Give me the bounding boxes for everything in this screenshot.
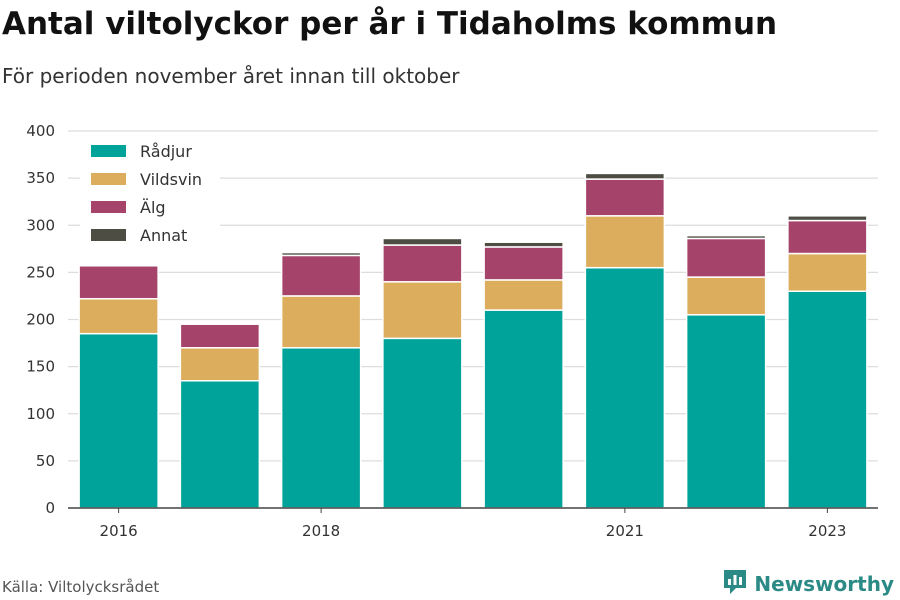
bar-segment [787, 219, 868, 255]
bar-segment [78, 298, 159, 335]
x-tick-label: 2018 [302, 522, 340, 540]
bar-segment [382, 237, 463, 246]
y-tick-label: 100 [26, 405, 55, 423]
legend-swatch [91, 201, 126, 213]
bar-segment [685, 234, 767, 240]
bar-segment [685, 237, 767, 278]
y-tick-label: 50 [36, 452, 55, 470]
y-tick-label: 150 [26, 358, 55, 376]
bar-segment [78, 332, 159, 509]
bar-segment [382, 244, 463, 283]
y-tick-label: 400 [26, 122, 55, 140]
legend-label: Annat [140, 226, 187, 245]
y-tick-label: 200 [26, 311, 55, 329]
brand-name: Newsworthy [754, 572, 894, 596]
bar-segment [179, 323, 261, 349]
bar-segment [382, 281, 463, 340]
legend-swatch [91, 173, 126, 185]
bar-segment [280, 254, 362, 297]
bar-segment [685, 314, 767, 509]
y-tick-label: 300 [26, 216, 55, 234]
bar-segment [584, 172, 666, 180]
bar-segment [483, 309, 564, 509]
brand-logo: Newsworthy [722, 568, 894, 600]
bar-segment [179, 347, 261, 382]
legend-label: Rådjur [140, 142, 192, 161]
bar-segment [179, 380, 261, 509]
x-tick-label: 2021 [606, 522, 644, 540]
source-note: Källa: Viltolycksrådet [2, 578, 160, 596]
bar-segment [584, 178, 666, 217]
legend-label: Älg [140, 198, 166, 217]
bar-segment [280, 295, 362, 349]
y-tick-label: 350 [26, 169, 55, 187]
bar-segment [685, 276, 767, 316]
bar-segment [280, 347, 362, 509]
y-tick-label: 250 [26, 263, 55, 281]
bar-segment [483, 279, 564, 311]
legend-swatch [91, 145, 126, 157]
bar-segment [483, 246, 564, 281]
y-tick-label: 0 [45, 499, 55, 517]
chart-title: Antal viltolyckor per år i Tidaholms kom… [2, 6, 778, 42]
stacked-bar-chart: 0 50 100 150 200 250 300 350 400 2016 2018 2021 2023… [26, 122, 878, 540]
bar-segment [584, 266, 666, 509]
bar-segment [787, 215, 868, 222]
bar-segment [787, 252, 868, 292]
bar-segment [78, 265, 159, 300]
bar-segment [483, 241, 564, 248]
bar-segment [787, 290, 868, 509]
legend-swatch [91, 229, 126, 241]
x-tick-label: 2023 [808, 522, 846, 540]
chart-subtitle: För perioden november året innan till ok… [2, 64, 460, 88]
bar-segment [382, 337, 463, 509]
bar-segment [280, 251, 362, 257]
legend-label: Vildsvin [140, 170, 202, 189]
newsworthy-logo-icon [722, 568, 748, 600]
x-tick-label: 2016 [100, 522, 138, 540]
bar-segment [584, 215, 666, 269]
